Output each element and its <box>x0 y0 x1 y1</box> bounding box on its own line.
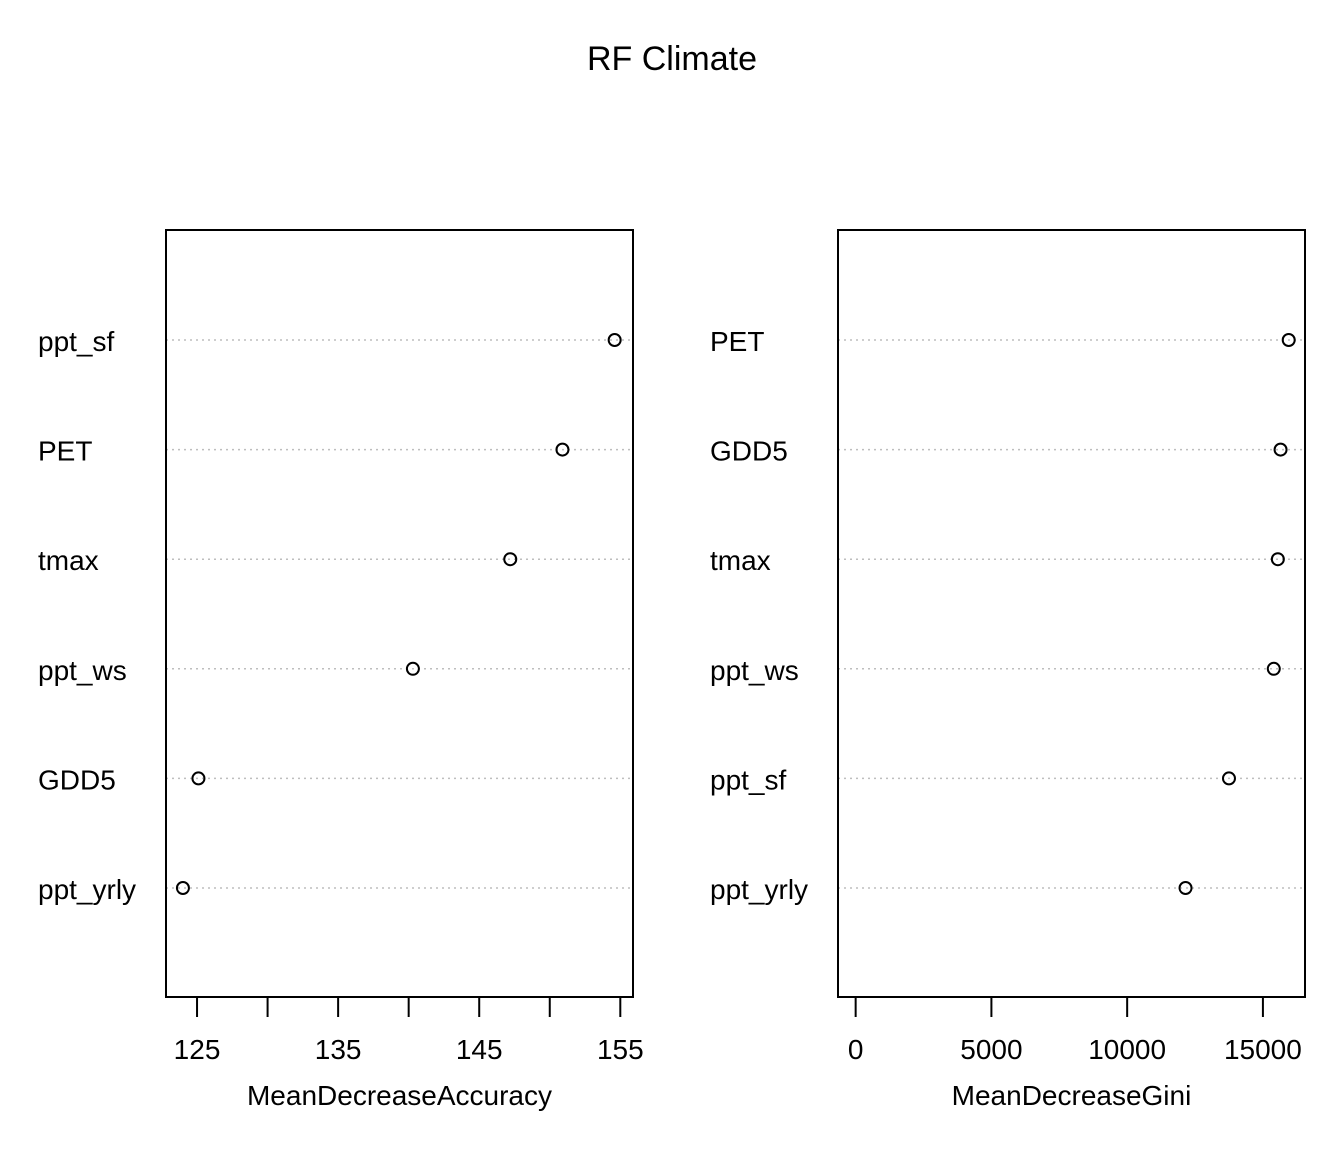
x-tick-label: 10000 <box>1088 1034 1166 1065</box>
plot-frame <box>165 229 634 998</box>
category-label-ppt-yrly: ppt_yrly <box>38 874 136 905</box>
category-label-ppt-ws: ppt_ws <box>38 655 127 686</box>
x-tick-label: 155 <box>597 1034 644 1065</box>
category-label-pet: PET <box>710 326 764 357</box>
plot-frame <box>837 229 1306 998</box>
category-label-tmax: tmax <box>38 545 99 576</box>
x-tick-label: 5000 <box>960 1034 1022 1065</box>
data-point-pet <box>1281 333 1296 347</box>
category-label-pet: PET <box>38 436 92 467</box>
category-label-gdd5: GDD5 <box>38 764 116 795</box>
panel-mean-decrease-accuracy: ppt_sf PET tmax ppt_ws GDD5 ppt_yrly 125 135 145… <box>38 229 644 1111</box>
category-label-ppt-yrly: ppt_yrly <box>710 874 808 905</box>
data-point-tmax <box>503 552 518 567</box>
data-point-ppt-sf <box>607 333 622 347</box>
category-label-tmax: tmax <box>710 545 771 576</box>
x-tick-label: 125 <box>174 1034 221 1065</box>
x-axis-title: MeanDecreaseAccuracy <box>247 1080 552 1111</box>
data-point-ppt-ws <box>1266 661 1281 676</box>
data-point-ppt-yrly <box>175 881 190 895</box>
data-point-gdd5 <box>1273 442 1288 457</box>
category-label-ppt-sf: ppt_sf <box>710 764 786 795</box>
data-point-tmax <box>1270 552 1285 567</box>
x-tick-label: 145 <box>456 1034 503 1065</box>
x-tick-label: 135 <box>315 1034 362 1065</box>
category-label-ppt-sf: ppt_sf <box>38 326 114 357</box>
data-point-gdd5 <box>191 771 206 786</box>
chart-title: RF Climate <box>587 40 757 78</box>
data-point-ppt-yrly <box>1178 881 1193 895</box>
category-label-ppt-ws: ppt_ws <box>710 655 799 686</box>
x-tick-label: 15000 <box>1224 1034 1302 1065</box>
x-axis-title: MeanDecreaseGini <box>952 1080 1192 1111</box>
data-point-ppt-sf <box>1221 771 1236 786</box>
category-label-gdd5: GDD5 <box>710 436 788 467</box>
panel-mean-decrease-gini: PET GDD5 tmax ppt_ws ppt_sf ppt_yrly 0 5000 1000… <box>710 229 1306 1111</box>
data-point-ppt-ws <box>405 661 420 676</box>
x-tick-label: 0 <box>848 1034 864 1065</box>
data-point-pet <box>555 442 570 457</box>
